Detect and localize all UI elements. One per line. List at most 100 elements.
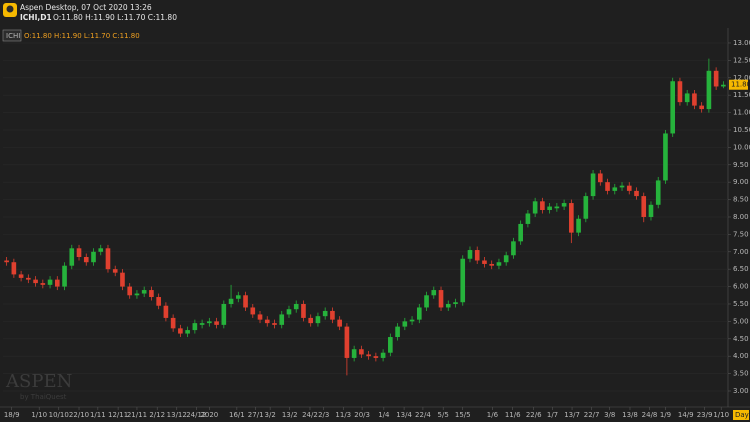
candle-body [178, 328, 183, 334]
candle-body [395, 326, 400, 338]
candle-body [120, 272, 125, 287]
candle-body [257, 314, 263, 320]
candle-body [366, 354, 371, 357]
y-tick-label: 7.50 [733, 230, 749, 238]
candle-body [431, 290, 437, 296]
x-tick-label: 22/10 [69, 411, 89, 419]
candle-body [380, 352, 386, 358]
header-symbol: ICHI,D1 [20, 13, 52, 22]
x-tick-label: 13/7 [564, 411, 580, 419]
header-title: Aspen Desktop, 07 Oct 2020 13:26 [20, 3, 152, 12]
candle-body [438, 290, 444, 308]
x-tick-label: 13/8 [622, 411, 638, 419]
candle-body [170, 317, 176, 329]
candle-body [684, 93, 690, 103]
indicator-box[interactable] [2, 29, 22, 42]
y-tick-label: 10.00 [733, 143, 750, 151]
x-tick-label: 1/10 [713, 411, 729, 419]
candle-body [721, 84, 726, 87]
candle-body [482, 260, 487, 264]
x-tick-label: 1/7 [547, 411, 558, 419]
x-tick-label: 11/6 [505, 411, 521, 419]
candle-body [62, 265, 67, 287]
candle-body [641, 196, 647, 217]
x-tick-label: 22/7 [584, 411, 600, 419]
candle-body [308, 317, 314, 324]
y-tick-label: 9.50 [733, 161, 749, 169]
candle-body [279, 314, 285, 325]
candle-body [489, 263, 495, 266]
x-tick-label: 15/5 [455, 411, 471, 419]
candle-body [192, 323, 198, 331]
candle-body [713, 70, 719, 87]
x-tick-label: 24/12 [186, 411, 206, 419]
candle-body [706, 70, 712, 110]
x-tick-label: 27/1 [248, 411, 264, 419]
y-tick-label: 3.00 [733, 387, 749, 395]
candle-body [619, 185, 625, 188]
x-tick-label: 2/12 [149, 411, 165, 419]
y-tick-label: 7.00 [733, 248, 749, 256]
x-tick-label: 20/3 [354, 411, 370, 419]
x-tick-label: 14/9 [678, 411, 694, 419]
candle-body [388, 337, 393, 353]
candle-body [163, 305, 169, 318]
header-ohlc: O:11.80 H:11.90 L:11.70 C:11.80 [53, 13, 177, 22]
watermark-brand: ASPEN [5, 371, 72, 392]
x-tick-label: 13/2 [282, 411, 298, 419]
candle-body [286, 309, 292, 315]
x-tick-label: 1/10 [31, 411, 47, 419]
y-tick-label: 12.50 [733, 56, 750, 64]
candle-body [337, 319, 342, 327]
x-tick-label: 12/11 [108, 411, 128, 419]
candle-body [460, 258, 466, 303]
indicator-name[interactable]: ICHI [6, 32, 20, 40]
candle-body [692, 93, 697, 106]
x-tick-label: 13/12 [167, 411, 187, 419]
candle-body [127, 286, 133, 296]
candle-body [330, 310, 335, 320]
price-tag: 11.80 [731, 81, 750, 89]
x-tick-label: 13/4 [396, 411, 412, 419]
x-tick-label: 11/3 [335, 411, 351, 419]
x-tick-label: 24/8 [642, 411, 658, 419]
x-tick-label: 5/5 [438, 411, 449, 419]
candle-body [576, 218, 581, 233]
candle-body [453, 302, 458, 304]
candle-body [91, 251, 96, 263]
candle-body [525, 213, 531, 224]
candle-body [496, 262, 502, 266]
y-tick-label: 4.50 [733, 335, 749, 343]
y-tick-label: 5.00 [733, 317, 749, 325]
candle-body [47, 279, 53, 285]
y-tick-label: 5.50 [733, 300, 749, 308]
candle-body [590, 173, 596, 197]
candle-body [76, 248, 82, 258]
x-tick-label: 1/9 [660, 411, 671, 419]
candle-body [351, 349, 357, 358]
y-tick-label: 3.50 [733, 370, 749, 378]
period-box [733, 410, 749, 420]
candle-body [69, 248, 75, 266]
candle-body [503, 255, 509, 263]
candle-body [655, 180, 661, 205]
candle-body [301, 303, 306, 318]
candle-body [243, 295, 248, 308]
candle-body [699, 105, 704, 110]
x-tick-label: 16/1 [229, 411, 245, 419]
candle-body [648, 204, 654, 217]
candle-body [83, 257, 89, 263]
candle-body [264, 319, 270, 324]
candle-body [634, 190, 639, 197]
candle-body [199, 323, 205, 325]
candle-body [134, 293, 140, 296]
candle-body [322, 310, 328, 317]
candle-body [112, 269, 118, 273]
candle-body [597, 173, 603, 183]
candle-body [156, 297, 161, 306]
candle-body [33, 279, 38, 284]
y-tick-label: 6.00 [733, 283, 749, 291]
candle-body [11, 262, 17, 275]
y-tick-label: 10.50 [733, 126, 750, 134]
candle-body [424, 295, 429, 308]
